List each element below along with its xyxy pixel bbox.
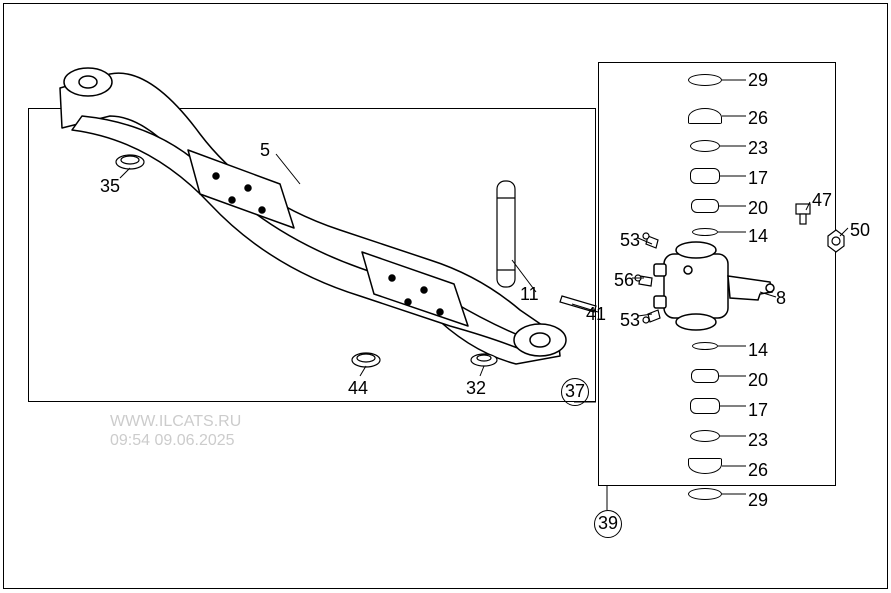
callout-50: 50 [850, 220, 870, 241]
callout-23-lower: 23 [748, 430, 768, 451]
cap-35 [116, 155, 144, 169]
grease-nipple-53-lower [643, 310, 660, 323]
callout-23-upper: 23 [748, 138, 768, 159]
callout-37: 37 [561, 378, 589, 406]
stack-17-lower [690, 398, 720, 414]
callout-53-lower: 53 [620, 310, 640, 331]
cap-44 [352, 353, 380, 367]
callout-29-lower: 29 [748, 490, 768, 511]
callout-47: 47 [812, 190, 832, 211]
callout-44: 44 [348, 378, 368, 399]
stack-23-upper [690, 140, 720, 152]
kingpin-11 [497, 181, 515, 287]
callout-26-upper: 26 [748, 108, 768, 129]
callout-56: 56 [614, 270, 634, 291]
stack-20-upper [691, 199, 719, 213]
callout-35: 35 [100, 176, 120, 197]
grease-nipple-56 [635, 275, 652, 286]
callout-14-upper: 14 [748, 226, 768, 247]
grease-nipple-53-upper [643, 233, 658, 248]
nut-50 [828, 230, 844, 252]
callout-20-upper: 20 [748, 198, 768, 219]
callout-41: 41 [586, 304, 606, 325]
stack-14-upper [692, 228, 718, 236]
callout-17-upper: 17 [748, 168, 768, 189]
stack-29-upper [688, 74, 722, 86]
stack-20-lower [691, 369, 719, 383]
stack-14-lower [692, 342, 718, 350]
callout-32: 32 [466, 378, 486, 399]
callout-26-lower: 26 [748, 460, 768, 481]
callout-11: 11 [520, 284, 539, 305]
callout-39: 39 [594, 510, 622, 538]
stack-23-lower [690, 430, 720, 442]
axle-beam [60, 68, 566, 364]
stack-26-upper [688, 108, 722, 124]
cap-32 [471, 354, 497, 366]
callout-17-lower: 17 [748, 400, 768, 421]
steering-knuckle-8 [654, 242, 774, 330]
callout-53-upper: 53 [620, 230, 640, 251]
callout-5: 5 [260, 140, 270, 161]
callout-20-lower: 20 [748, 370, 768, 391]
stack-17-upper [690, 168, 720, 184]
callout-8: 8 [776, 288, 786, 309]
stack-29-lower [688, 488, 722, 500]
callout-14-lower: 14 [748, 340, 768, 361]
callout-29-upper: 29 [748, 70, 768, 91]
